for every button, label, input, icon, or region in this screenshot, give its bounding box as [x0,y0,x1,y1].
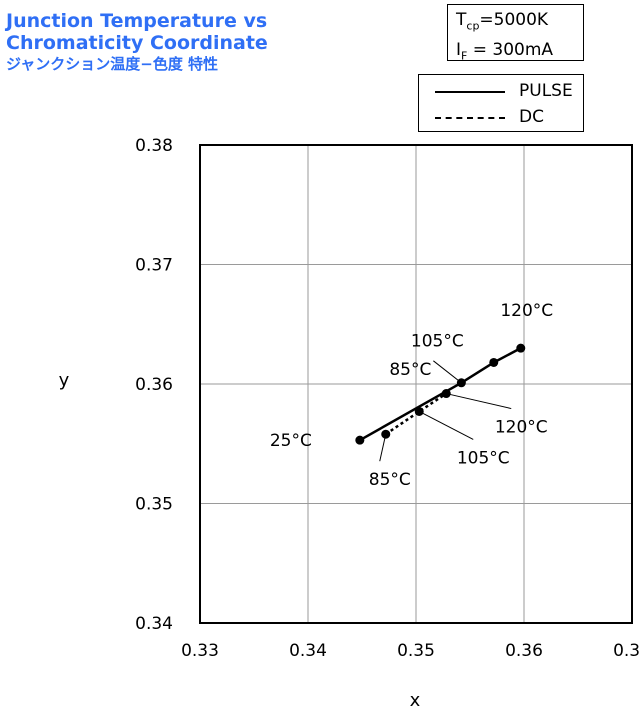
x-axis-label: x [410,690,421,711]
annotation-leader-line [419,411,473,439]
temperature-label-dc: 105°C [457,448,510,468]
x-tick-label: 0.36 [505,641,543,661]
x-tick-label: 0.37 [613,641,640,661]
data-point-pulse [355,436,364,445]
temperature-label-pulse: 105°C [411,331,464,351]
y-tick-label: 0.37 [135,256,173,276]
x-tick-label: 0.33 [181,641,219,661]
data-point-pulse [516,344,525,353]
annotation-leader-line [380,434,386,461]
temperature-label-dc: 120°C [495,418,548,438]
x-tick-label: 0.35 [397,641,435,661]
x-tick-label: 0.34 [289,641,327,661]
temperature-label-pulse: 25°C [270,431,312,451]
data-point-pulse [489,358,498,367]
y-tick-label: 0.35 [135,495,173,515]
y-tick-label: 0.34 [135,614,173,634]
y-tick-label: 0.36 [135,375,173,395]
y-tick-label: 0.38 [135,136,173,156]
annotation-leader-line [433,361,461,383]
temperature-label-pulse: 85°C [389,360,431,380]
y-axis-label: y [59,370,70,391]
temperature-label-dc: 85°C [369,470,411,490]
temperature-label-pulse: 120°C [500,301,553,321]
annotation-leader-line [446,394,511,409]
